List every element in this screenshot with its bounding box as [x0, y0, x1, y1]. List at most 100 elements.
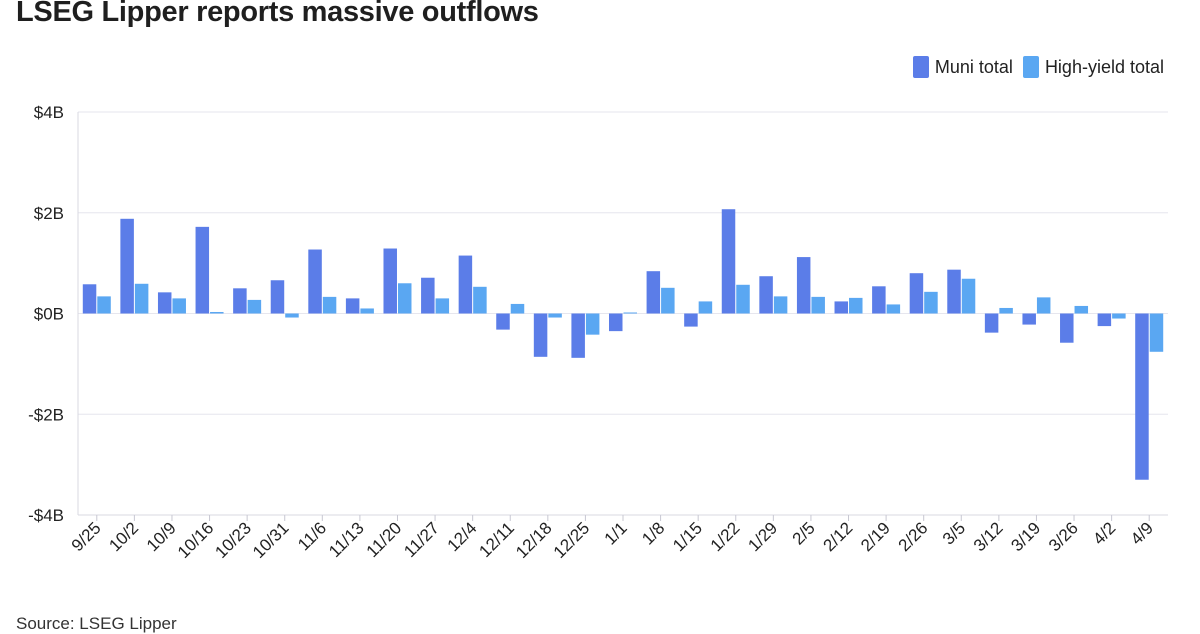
x-tick-label: 11/6	[294, 518, 330, 554]
bar-high-yield-total[interactable]	[510, 303, 525, 314]
bar-muni-total[interactable]	[759, 276, 773, 314]
x-tick-label: 12/4	[444, 518, 481, 555]
bar-high-yield-total[interactable]	[548, 313, 562, 318]
bar-muni-total[interactable]	[909, 273, 924, 314]
bar-high-yield-total[interactable]	[736, 284, 750, 314]
chart-title: LSEG Lipper reports massive outflows	[16, 0, 539, 28]
x-tick-label: 3/26	[1045, 518, 1082, 555]
bar-muni-total[interactable]	[383, 248, 397, 314]
bar-muni-total[interactable]	[984, 313, 999, 333]
bar-high-yield-total[interactable]	[210, 311, 224, 314]
bar-high-yield-total[interactable]	[134, 283, 149, 314]
bar-muni-total[interactable]	[421, 277, 435, 314]
bar-muni-total[interactable]	[609, 313, 623, 332]
legend-swatch-muni	[912, 56, 929, 78]
bar-high-yield-total[interactable]	[360, 308, 374, 314]
legend-item-high-yield[interactable]: High-yield total	[1022, 56, 1164, 78]
y-tick-label: -$2B	[28, 405, 64, 424]
bar-high-yield-total[interactable]	[661, 287, 675, 314]
x-tick-label: 2/19	[857, 518, 894, 555]
bar-muni-total[interactable]	[947, 269, 961, 314]
bar-high-yield-total[interactable]	[961, 278, 976, 314]
bar-high-yield-total[interactable]	[585, 313, 600, 335]
bar-muni-total[interactable]	[684, 313, 698, 327]
bar-high-yield-total[interactable]	[97, 296, 111, 314]
x-tick-label: 4/9	[1127, 518, 1157, 548]
bar-muni-total[interactable]	[157, 292, 172, 314]
x-tick-label: 12/11	[475, 518, 518, 561]
bar-muni-total[interactable]	[571, 313, 585, 358]
x-tick-label: 2/12	[820, 518, 857, 555]
bar-muni-total[interactable]	[1022, 313, 1036, 325]
x-tick-label: 12/18	[512, 518, 556, 562]
bar-muni-total[interactable]	[458, 255, 473, 314]
bar-high-yield-total[interactable]	[1112, 313, 1126, 319]
legend: Muni total High-yield total	[903, 56, 1164, 78]
x-tick-label: 9/25	[68, 518, 105, 555]
bar-muni-total[interactable]	[195, 226, 210, 314]
bar-muni-total[interactable]	[1097, 313, 1112, 327]
bar-muni-total[interactable]	[721, 209, 736, 314]
y-tick-label: $0B	[34, 305, 64, 324]
x-tick-label: 10/16	[174, 518, 218, 562]
bar-muni-total[interactable]	[796, 257, 811, 314]
x-tick-label: 10/2	[105, 518, 142, 555]
source-note: Source: LSEG Lipper	[16, 614, 177, 633]
bar-high-yield-total[interactable]	[322, 296, 337, 314]
bar-high-yield-total[interactable]	[435, 298, 450, 314]
x-tick-label: 3/12	[970, 518, 1007, 555]
bar-high-yield-total[interactable]	[886, 304, 901, 314]
bar-muni-total[interactable]	[270, 280, 285, 314]
legend-label-muni: Muni total	[934, 56, 1013, 77]
x-tick-label: 1/29	[744, 518, 781, 555]
bar-muni-total[interactable]	[533, 313, 548, 357]
x-tick-label: 10/23	[211, 518, 255, 562]
bar-high-yield-total[interactable]	[924, 291, 938, 314]
bar-high-yield-total[interactable]	[1149, 313, 1164, 352]
bar-high-yield-total[interactable]	[698, 301, 713, 314]
y-tick-label: $4B	[34, 103, 64, 122]
bar-muni-total[interactable]	[1060, 313, 1074, 343]
bar-high-yield-total[interactable]	[623, 312, 638, 314]
legend-item-muni[interactable]: Muni total	[912, 56, 1013, 78]
bar-high-yield-total[interactable]	[473, 286, 487, 314]
bar-high-yield-total[interactable]	[285, 313, 299, 318]
x-tick-label: 11/13	[325, 518, 368, 561]
bar-high-yield-total[interactable]	[999, 307, 1013, 314]
x-tick-label: 4/2	[1089, 518, 1119, 548]
x-tick-label: 2/26	[895, 518, 932, 555]
bar-high-yield-total[interactable]	[247, 299, 262, 314]
bar-muni-total[interactable]	[82, 284, 97, 314]
x-tick-label: 1/8	[638, 518, 668, 548]
x-tick-label: 1/22	[707, 518, 744, 555]
legend-label-high-yield: High-yield total	[1044, 56, 1164, 77]
x-tick-label: 12/25	[550, 518, 594, 562]
bar-high-yield-total[interactable]	[1036, 297, 1051, 314]
legend-swatch-high-yield	[1022, 56, 1039, 78]
bar-high-yield-total[interactable]	[773, 296, 788, 314]
x-tick-label: 2/5	[789, 518, 819, 548]
bar-muni-total[interactable]	[834, 301, 849, 314]
x-tick-label: 10/31	[249, 518, 293, 562]
bar-muni-total[interactable]	[308, 249, 322, 314]
bar-high-yield-total[interactable]	[172, 298, 186, 314]
bar-muni-total[interactable]	[1135, 313, 1149, 480]
x-tick-label: 3/19	[1007, 518, 1044, 555]
bar-muni-total[interactable]	[872, 286, 886, 314]
bar-high-yield-total[interactable]	[397, 283, 412, 314]
y-tick-label: $2B	[34, 204, 64, 223]
bar-muni-total[interactable]	[233, 288, 247, 314]
bar-muni-total[interactable]	[646, 271, 661, 314]
bar-high-yield-total[interactable]	[1074, 305, 1089, 314]
bar-muni-total[interactable]	[496, 313, 510, 330]
x-tick-label: 11/20	[363, 518, 406, 561]
bar-high-yield-total[interactable]	[811, 296, 825, 314]
x-tick-label: 1/15	[669, 518, 706, 555]
y-tick-label: -$4B	[28, 506, 64, 525]
bar-muni-total[interactable]	[345, 298, 360, 314]
x-tick-label: 3/5	[939, 518, 969, 548]
bar-muni-total[interactable]	[120, 218, 134, 314]
x-tick-label: 1/1	[601, 518, 631, 548]
bar-high-yield-total[interactable]	[849, 297, 863, 314]
